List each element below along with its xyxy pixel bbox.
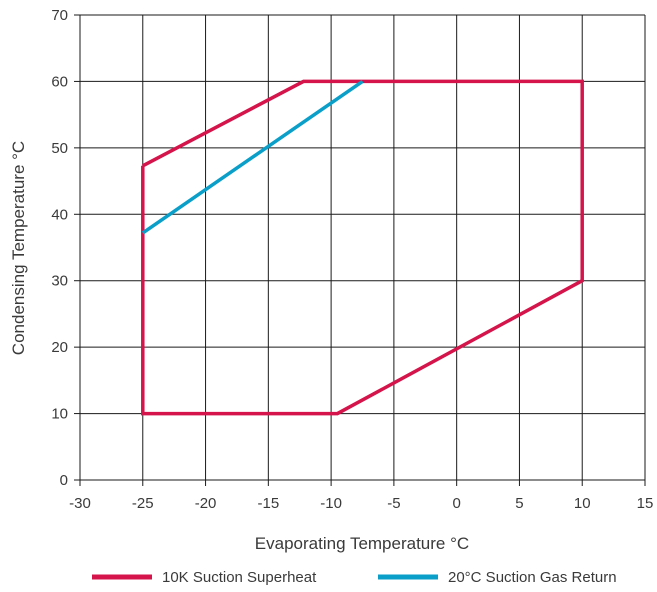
x-tick-label: -5	[387, 495, 400, 512]
y-tick-label: 30	[51, 273, 68, 290]
x-axis: -30 -25 -20 -15 -10 -5 0 5 10 15	[69, 480, 653, 512]
y-axis: 0 10 20 30 40 50 60 70	[51, 7, 80, 489]
legend-label: 10K Suction Superheat	[162, 569, 317, 586]
y-tick-label: 50	[51, 140, 68, 157]
x-axis-title: Evaporating Temperature °C	[255, 534, 469, 553]
plot-background	[80, 15, 645, 480]
x-tick-label: -15	[257, 495, 279, 512]
x-tick-label: 0	[452, 495, 460, 512]
x-tick-label: -10	[320, 495, 342, 512]
y-axis-title: Condensing Temperature °C	[9, 141, 28, 355]
x-tick-label: 5	[515, 495, 523, 512]
series-line-1	[141, 79, 584, 416]
y-tick-label: 10	[51, 406, 68, 423]
x-tick-label: -20	[195, 495, 217, 512]
x-tick-label: -30	[69, 495, 91, 512]
y-tick-label: 20	[51, 339, 68, 356]
y-tick-label: 60	[51, 73, 68, 90]
y-tick-label: 70	[51, 7, 68, 24]
x-tick-label: 10	[574, 495, 591, 512]
y-tick-label: 0	[60, 472, 68, 489]
legend-label: 20°C Suction Gas Return	[448, 569, 617, 586]
series-layer	[141, 79, 584, 416]
legend: 10K Suction Superheat 20°C Suction Gas Re…	[92, 569, 617, 586]
x-tick-label: 15	[637, 495, 654, 512]
x-tick-label: -25	[132, 495, 154, 512]
y-tick-label: 40	[51, 206, 68, 223]
series-line-2	[141, 79, 364, 235]
